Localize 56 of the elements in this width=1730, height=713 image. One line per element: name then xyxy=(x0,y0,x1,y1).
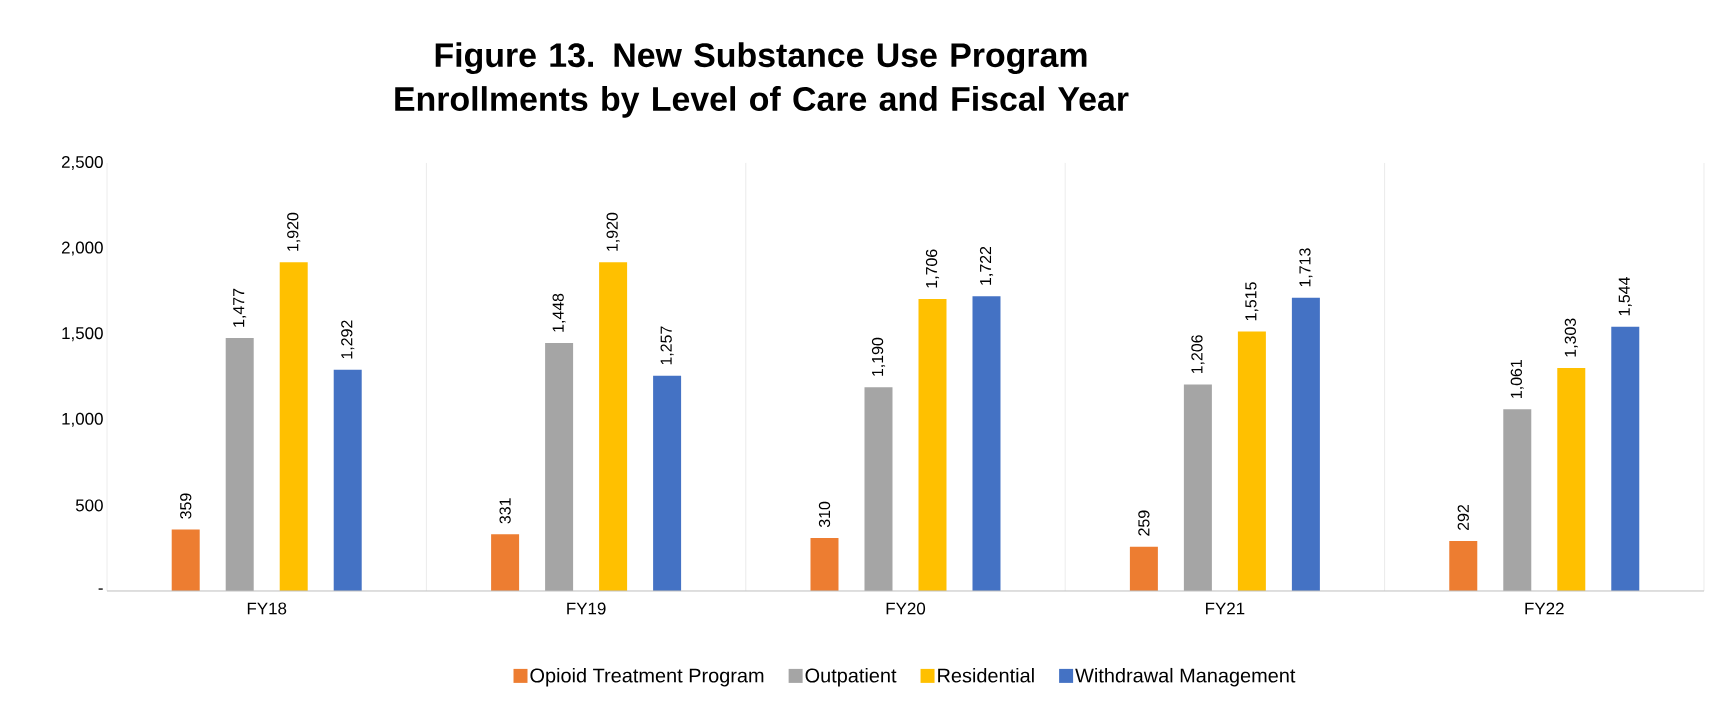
bar xyxy=(1611,326,1640,591)
data-label: 1,920 xyxy=(606,212,620,251)
x-tick-label: FY22 xyxy=(1525,602,1564,615)
y-tick-label: 500 xyxy=(75,499,103,512)
data-label: 359 xyxy=(180,493,192,519)
bar xyxy=(1183,384,1212,591)
bar xyxy=(1503,409,1532,591)
bar xyxy=(1557,367,1586,591)
bar xyxy=(1237,331,1266,591)
data-label: 1,706 xyxy=(925,249,940,288)
bar xyxy=(225,338,254,591)
data-label: 1,061 xyxy=(1510,360,1524,398)
bar xyxy=(972,296,1001,591)
y-tick-label: 1,000 xyxy=(62,412,103,427)
bar xyxy=(171,529,200,591)
bar xyxy=(1449,541,1478,591)
data-label: 1,190 xyxy=(871,337,886,376)
legend-label: Opioid Treatment Program xyxy=(530,667,764,687)
data-label: 259 xyxy=(1138,510,1150,536)
data-label: 1,722 xyxy=(979,246,994,285)
y-tick-label: 2,000 xyxy=(61,241,103,256)
bar xyxy=(545,343,574,591)
data-label: 292 xyxy=(1457,505,1469,530)
legend-label: Withdrawal Management xyxy=(1075,667,1296,687)
bar xyxy=(599,262,628,591)
bar xyxy=(279,262,308,591)
data-label: 1,303 xyxy=(1564,318,1578,357)
data-label: 1,448 xyxy=(552,293,566,332)
data-label: 1,544 xyxy=(1618,277,1632,316)
bar xyxy=(864,387,893,591)
data-label: 310 xyxy=(818,501,831,528)
bar xyxy=(653,375,682,591)
y-tick-label: 2,500 xyxy=(61,155,103,170)
bar xyxy=(1129,546,1158,591)
bar xyxy=(918,298,947,591)
bar xyxy=(491,534,520,591)
bar xyxy=(1291,297,1320,591)
x-tick-label: FY18 xyxy=(247,602,287,615)
x-tick-label: FY20 xyxy=(886,602,926,615)
data-label: 1,713 xyxy=(1299,248,1313,287)
legend-label: Residential xyxy=(938,667,1034,683)
y-tick-label: 1,500 xyxy=(62,327,103,342)
bar xyxy=(333,369,362,591)
data-label: 1,477 xyxy=(233,288,247,327)
bar xyxy=(810,537,839,591)
data-label: 1,257 xyxy=(660,326,674,365)
data-label: 1,515 xyxy=(1245,282,1259,321)
x-tick-label: FY21 xyxy=(1206,602,1245,615)
chart-title: Figure 13. New Substance Use Program Enrollments by Level of Care and Fiscal Year xyxy=(395,42,1129,118)
legend-label: Outpatient xyxy=(805,667,897,687)
data-label: 1,206 xyxy=(1191,335,1205,374)
data-label: 331 xyxy=(499,498,511,524)
data-label: 1,292 xyxy=(341,320,355,359)
x-tick-label: FY19 xyxy=(567,602,606,615)
data-label: 1,920 xyxy=(287,212,301,251)
y-tick-label: - xyxy=(98,588,103,590)
